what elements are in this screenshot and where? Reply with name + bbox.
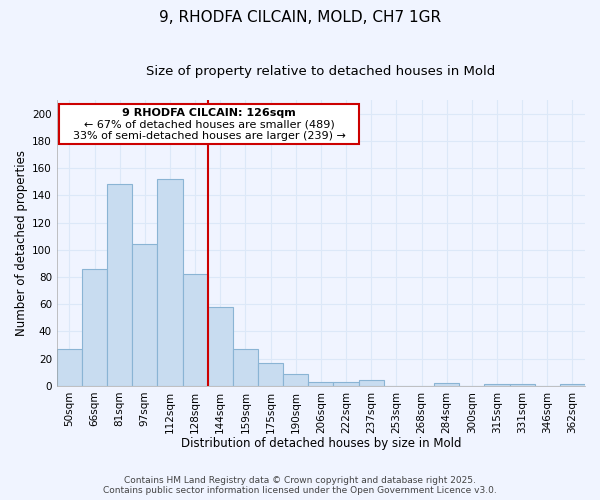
Text: 33% of semi-detached houses are larger (239) →: 33% of semi-detached houses are larger (… [73,132,346,141]
Bar [334,382,359,386]
Title: Size of property relative to detached houses in Mold: Size of property relative to detached ho… [146,65,496,78]
FancyBboxPatch shape [59,104,359,144]
Bar [57,349,82,386]
Bar [157,179,182,386]
Bar [208,307,233,386]
Text: ← 67% of detached houses are smaller (489): ← 67% of detached houses are smaller (48… [83,120,334,130]
Text: 9, RHODFA CILCAIN, MOLD, CH7 1GR: 9, RHODFA CILCAIN, MOLD, CH7 1GR [159,10,441,25]
Text: Contains HM Land Registry data © Crown copyright and database right 2025.
Contai: Contains HM Land Registry data © Crown c… [103,476,497,495]
Bar [509,384,535,386]
Bar [283,374,308,386]
Bar [560,384,585,386]
Bar [107,184,132,386]
Bar [82,269,107,386]
Bar [182,274,208,386]
Bar [132,244,157,386]
Bar [258,362,283,386]
Bar [484,384,509,386]
Bar [233,349,258,386]
Text: 9 RHODFA CILCAIN: 126sqm: 9 RHODFA CILCAIN: 126sqm [122,108,296,118]
Y-axis label: Number of detached properties: Number of detached properties [15,150,28,336]
Bar [308,382,334,386]
Bar [359,380,384,386]
X-axis label: Distribution of detached houses by size in Mold: Distribution of detached houses by size … [181,437,461,450]
Bar [434,383,459,386]
